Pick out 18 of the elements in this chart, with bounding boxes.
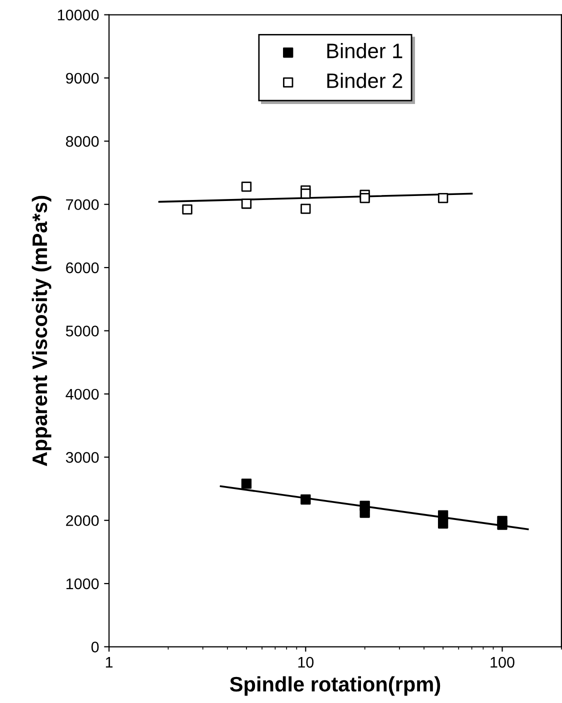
x-tick-label: 10 <box>298 656 314 668</box>
x-tick-label: 1 <box>106 657 113 668</box>
y-tick-label: 10000 <box>58 10 99 20</box>
x-axis-title: Spindle rotation(rpm) <box>230 676 440 696</box>
y-tick-label: 4000 <box>66 388 99 400</box>
y-tick-label: 5000 <box>66 326 99 336</box>
y-tick-label: 1000 <box>66 578 99 590</box>
y-tick-label: 3000 <box>66 452 99 463</box>
y-tick-label: 7000 <box>66 199 99 210</box>
y-tick-label: 8000 <box>66 136 99 147</box>
y-tick-label: 9000 <box>66 72 99 84</box>
x-tick-label: 100 <box>490 656 514 668</box>
y-tick-label: 6000 <box>66 262 99 274</box>
legend-label: Binder 2 <box>327 72 402 88</box>
y-tick-label: 2000 <box>66 515 99 526</box>
y-axis-title: Apparent Viscosity (mPa*s) <box>32 196 52 466</box>
y-tick-label: 0 <box>91 642 99 652</box>
legend-label: Binder 1 <box>327 42 402 58</box>
